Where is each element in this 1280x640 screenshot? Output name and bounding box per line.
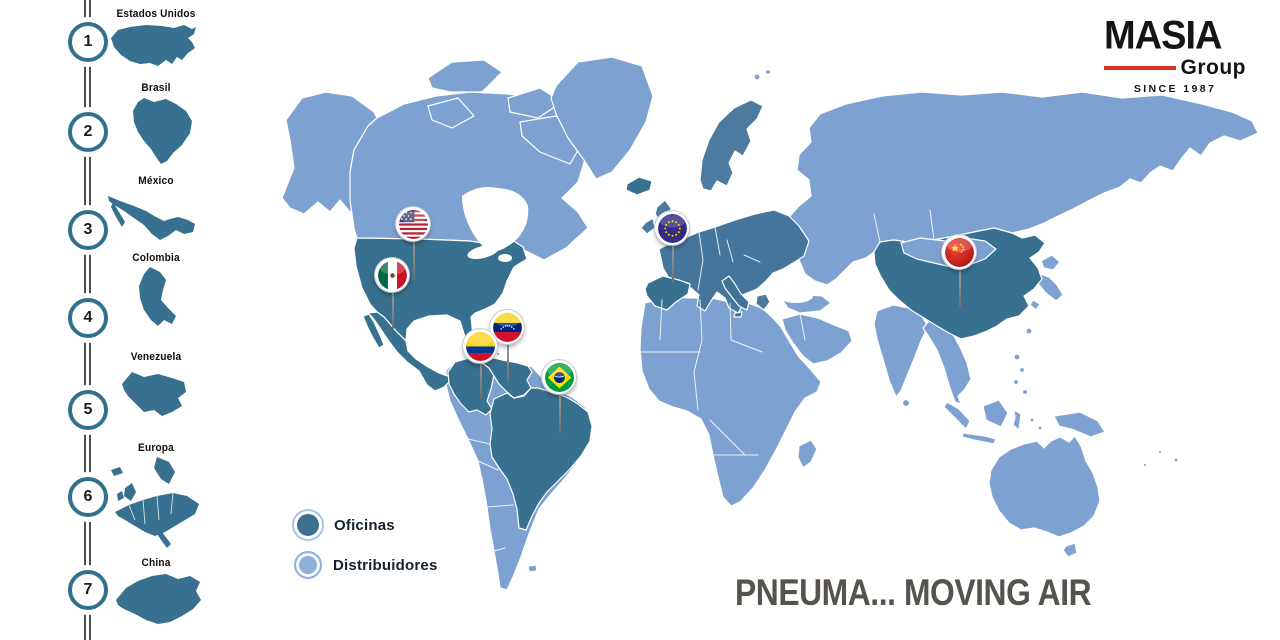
colombia-shape-icon xyxy=(139,267,176,326)
legend: Oficinas Distribuidores xyxy=(294,511,437,591)
map-russia-asia xyxy=(789,91,1259,286)
map-ireland xyxy=(640,217,656,235)
logo-brand-text: MASIA xyxy=(1104,13,1222,58)
pin-venezuela xyxy=(490,310,526,382)
timeline-number-3: 3 xyxy=(68,210,108,250)
pin-mexico xyxy=(375,258,411,329)
map-europe-mainland xyxy=(658,209,810,314)
map-arctic-islands xyxy=(427,59,585,165)
colombia-flag-icon xyxy=(463,329,497,363)
logo-group-text: Group xyxy=(1180,56,1246,79)
map-inland-water xyxy=(462,187,861,327)
sidebar-item-europa: Europa xyxy=(138,442,174,454)
china-flag-icon xyxy=(942,235,976,269)
pin-stick xyxy=(559,393,561,434)
offices-marker-icon xyxy=(294,511,322,539)
pin-stick xyxy=(672,244,674,283)
timeline-number-5: 5 xyxy=(68,390,108,430)
map-falklands xyxy=(527,564,538,573)
sidebar-item-colombia: Colombia xyxy=(132,252,180,264)
sidebar-item-mexico: México xyxy=(138,175,174,187)
legend-offices: Oficinas xyxy=(294,511,437,539)
pin-stick xyxy=(392,291,394,329)
pin-stick xyxy=(413,240,415,280)
china-shape-icon xyxy=(116,574,201,624)
pin-colombia xyxy=(463,329,499,399)
map-italy xyxy=(721,275,750,318)
pin-europe xyxy=(655,211,691,283)
timeline-number-7: 7 xyxy=(68,570,108,610)
logo-red-underline xyxy=(1104,65,1176,70)
timeline-number-2: 2 xyxy=(68,112,108,152)
distributors-label: Distribuidores xyxy=(333,556,438,574)
logo-since-text: SINCE 1987 xyxy=(1133,83,1217,95)
map-new-guinea xyxy=(1053,411,1106,438)
map-africa xyxy=(639,296,822,507)
map-se-asia xyxy=(922,320,972,405)
pin-stick xyxy=(507,343,509,382)
pin-stick xyxy=(959,268,961,308)
map-iceland xyxy=(625,176,653,196)
tagline: PNEUMA... MOVING AIR xyxy=(735,572,1092,613)
distributors-marker-icon xyxy=(294,551,322,579)
mexico-flag-icon xyxy=(375,258,409,292)
timeline-number-6: 6 xyxy=(68,477,108,517)
sidebar-item-estados-unidos: Estados Unidos xyxy=(116,8,196,20)
legend-distributors: Distribuidores xyxy=(294,551,437,579)
map-brazil xyxy=(489,387,593,531)
map-internal-borders xyxy=(467,209,935,552)
masia-logo: MASIA Group SINCE 1987 xyxy=(1104,16,1246,95)
map-scandinavia xyxy=(699,99,764,192)
mexico-shape-icon xyxy=(108,196,195,240)
map-australia xyxy=(988,435,1101,538)
timeline-number-4: 4 xyxy=(68,298,108,338)
brazil-shape-icon xyxy=(133,98,192,164)
europe-shape-icon xyxy=(111,457,199,548)
pin-usa xyxy=(396,207,432,280)
eu-flag-icon xyxy=(655,211,689,245)
map-arabia xyxy=(781,313,853,365)
map-tasmania xyxy=(1062,542,1078,558)
timeline-number-1: 1 xyxy=(68,22,108,62)
map-greenland xyxy=(550,56,654,180)
usa-shape-icon xyxy=(111,25,196,66)
pin-stick xyxy=(480,362,482,399)
brazil-flag-icon xyxy=(542,360,576,394)
map-indonesia xyxy=(943,399,1022,445)
venezuela-shape-icon xyxy=(122,372,186,416)
sidebar-item-china: China xyxy=(141,557,171,569)
sidebar-item-venezuela: Venezuela xyxy=(130,351,182,363)
pin-brazil xyxy=(542,360,578,434)
map-madagascar xyxy=(797,439,818,469)
offices-label: Oficinas xyxy=(334,516,395,534)
usa-flag-icon xyxy=(396,207,430,241)
venezuela-flag-icon xyxy=(490,310,524,344)
map-greece xyxy=(755,293,771,311)
pin-china xyxy=(942,235,978,308)
map-india xyxy=(873,304,929,398)
sidebar-item-brasil: Brasil xyxy=(141,82,171,94)
